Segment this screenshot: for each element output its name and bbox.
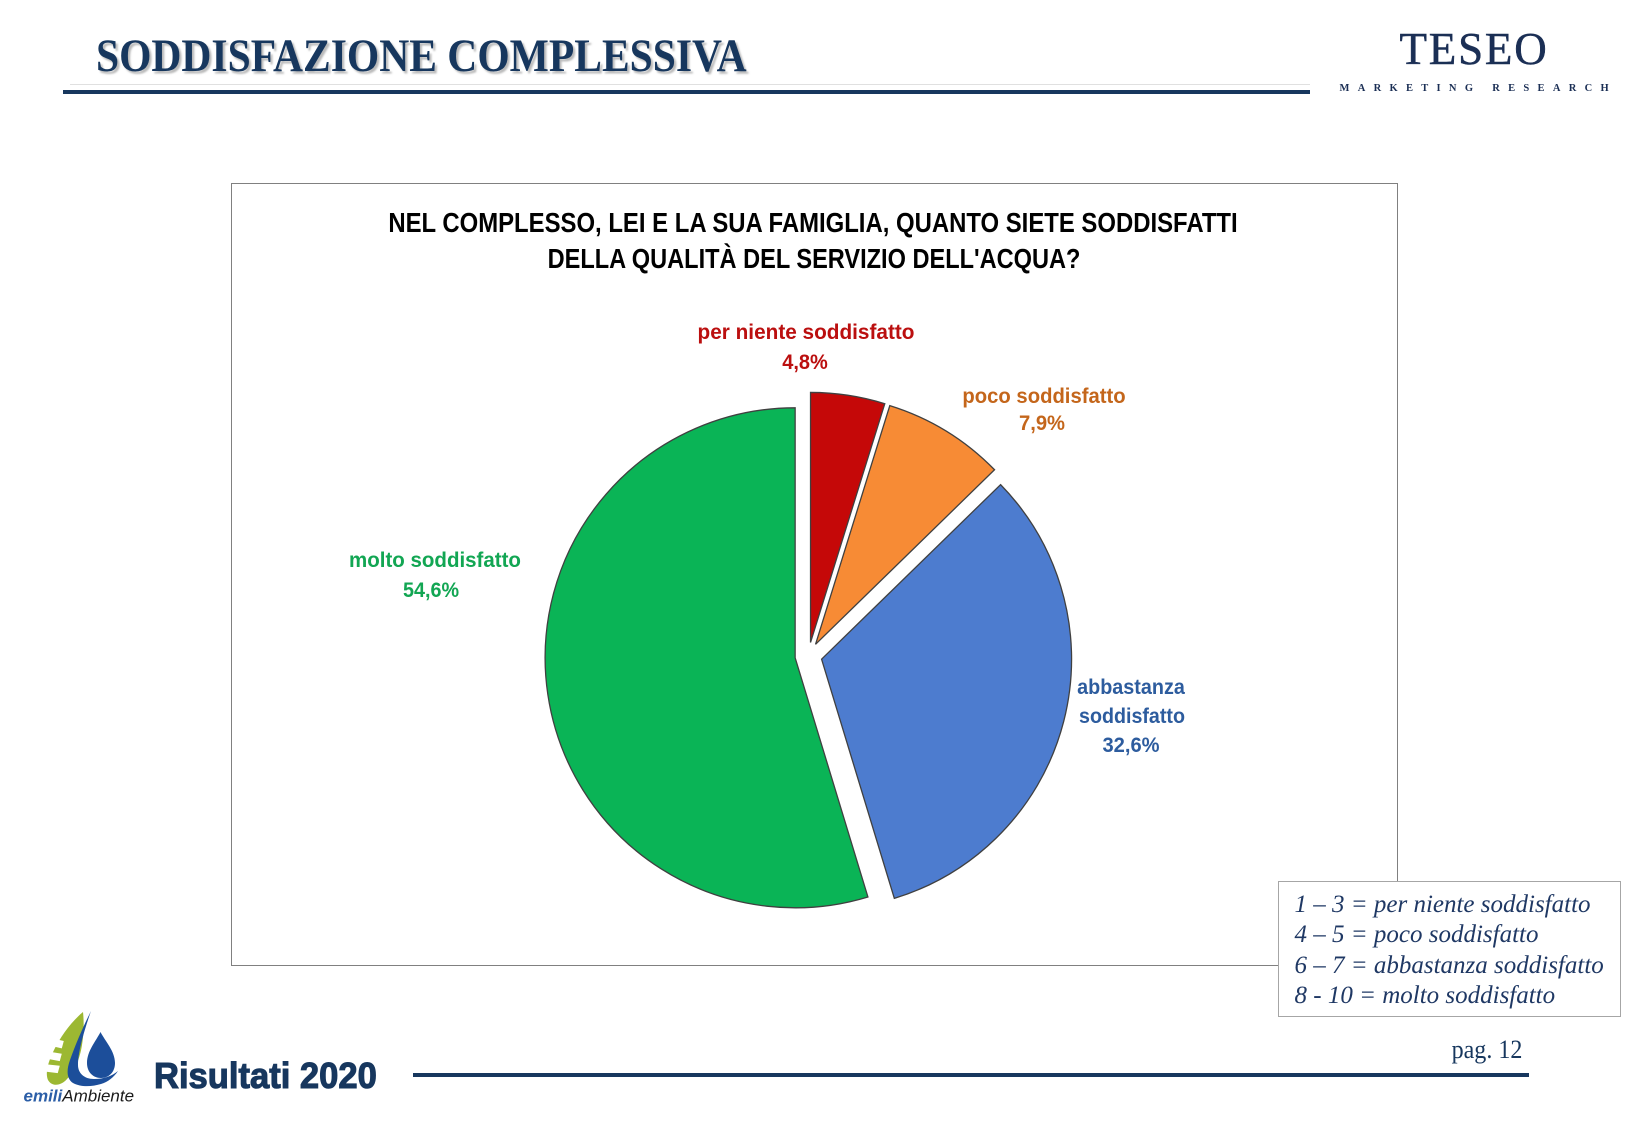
svg-text:emiliAmbiente: emiliAmbiente bbox=[24, 1087, 135, 1106]
